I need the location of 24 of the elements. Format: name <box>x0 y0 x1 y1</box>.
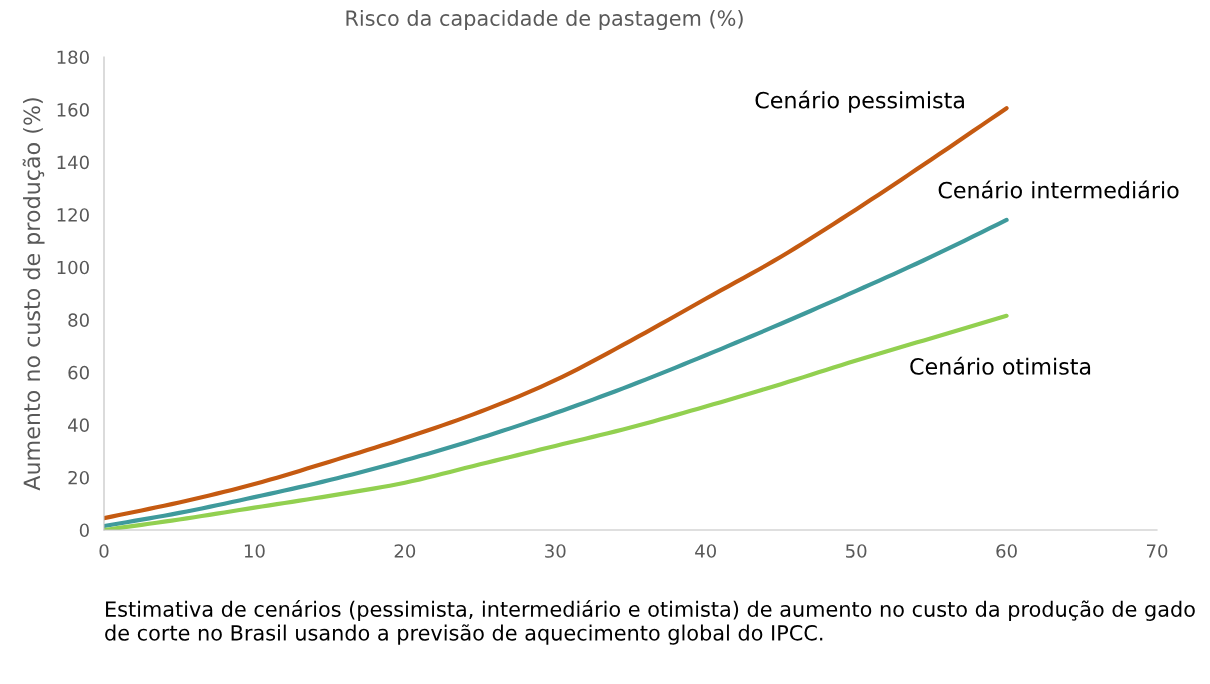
y-tick-label: 180 <box>57 50 89 65</box>
x-tick-label: 60 <box>996 544 1017 558</box>
text: Estimativa de cenários (pessimista, intermediário e otimista) de aumento no custo da produção de gado de corte no Brasil usando a previsão de aquecimento global do IPCC. <box>105 600 1195 645</box>
x-tick-label: 20 <box>394 544 416 558</box>
x-tick-label: 30 <box>545 544 566 558</box>
x-tick-label: 0 <box>99 544 109 558</box>
y-tick-label: 60 <box>68 365 89 380</box>
series-label: Cenário otimista <box>910 356 1091 375</box>
y-tick-label: 160 <box>57 103 89 117</box>
y-tick-label: 20 <box>68 470 89 485</box>
y-tick-label: 0 <box>79 523 89 538</box>
y-axis-title: Aumento no custo de produção (%) <box>22 98 45 491</box>
y-tick-label: 120 <box>57 208 89 222</box>
x-tick-label: 40 <box>695 544 716 558</box>
chart-title: Risco da capacidade de pastagem (%) <box>346 9 743 31</box>
y-tick-label: 80 <box>68 313 89 327</box>
x-tick-label: 70 <box>1146 544 1168 558</box>
y-tick-label: 40 <box>68 418 89 433</box>
text: Cenário intermediário <box>938 180 1179 199</box>
y-tick-label: 140 <box>57 155 89 170</box>
series-label: Cenário pessimista <box>755 90 964 113</box>
y-tick-label: 100 <box>57 260 89 275</box>
x-tick-label: 10 <box>244 544 265 558</box>
x-tick-label: 50 <box>846 544 867 558</box>
